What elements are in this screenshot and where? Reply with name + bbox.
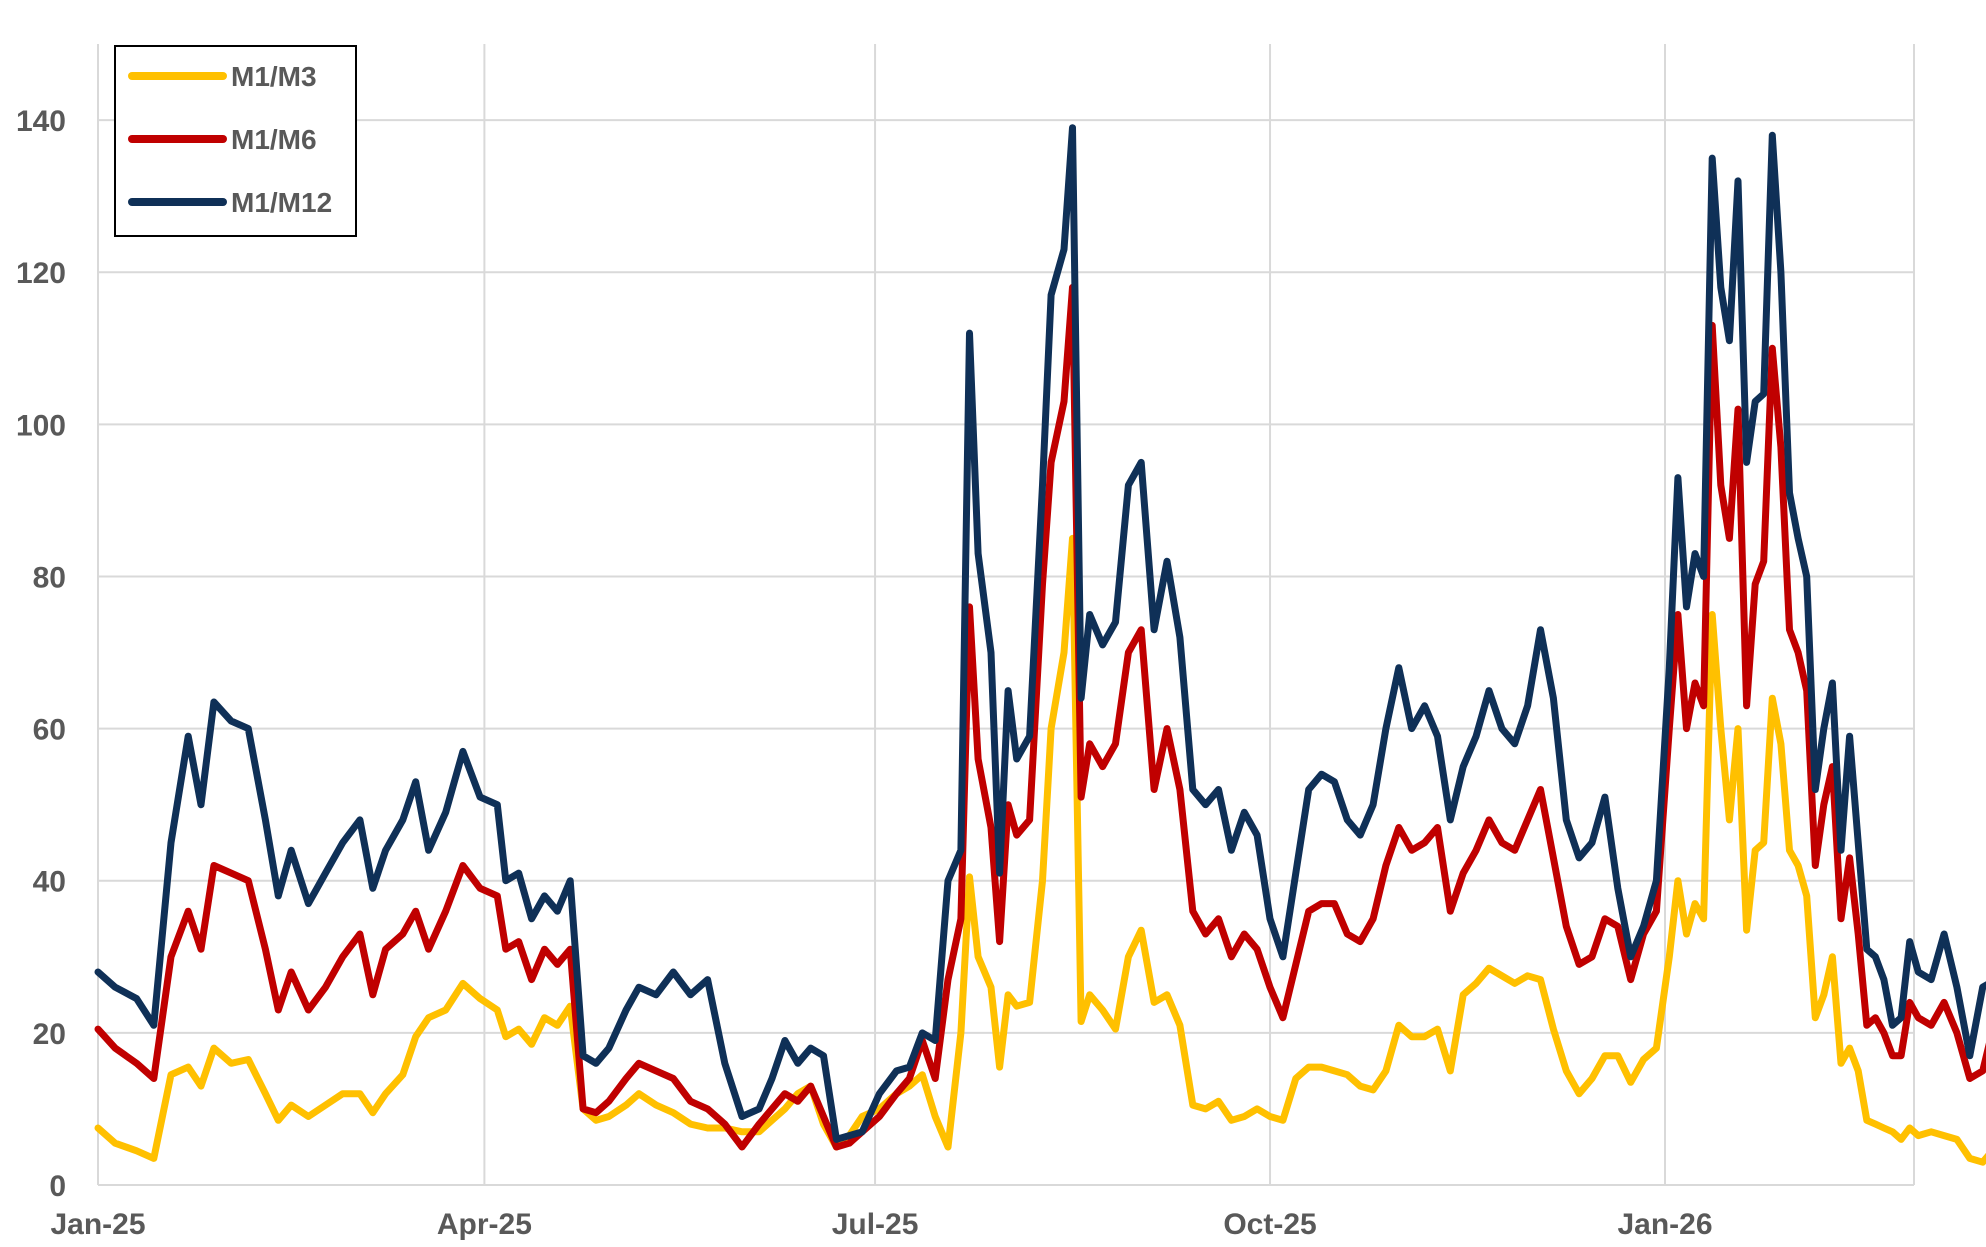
y-tick-label: 100 (16, 409, 66, 442)
y-tick-label: 20 (33, 1018, 66, 1051)
x-tick-label: Jan-25 (50, 1208, 145, 1241)
series-lines (94, 124, 1986, 1166)
x-tick-label: Jul-25 (832, 1208, 919, 1241)
legend-label: M1/M3 (231, 61, 317, 92)
legend-label: M1/M6 (231, 124, 317, 155)
x-tick-label: Apr-25 (437, 1208, 532, 1241)
x-tick-label: Jan-26 (1617, 1208, 1712, 1241)
x-axis-tick-labels: Jan-25 Apr-25 Jul-25 Oct-25 Jan-26 (50, 1208, 1712, 1241)
y-tick-label: 0 (49, 1170, 66, 1203)
series-line-1 (94, 283, 1986, 1151)
series-line-0 (94, 534, 1986, 1166)
series-line-2 (94, 124, 1986, 1143)
x-tick-label: Oct-25 (1223, 1208, 1316, 1241)
legend: M1/M3 M1/M6 M1/M12 (114, 45, 357, 237)
y-tick-label: 40 (33, 866, 66, 899)
y-tick-label: 120 (16, 257, 66, 290)
legend-label: M1/M12 (231, 187, 332, 218)
y-axis-tick-labels: 0 20 40 60 80 100 120 140 (16, 105, 66, 1203)
y-tick-label: 60 (33, 714, 66, 747)
y-tick-label: 140 (16, 105, 66, 138)
y-tick-label: 80 (33, 561, 66, 594)
